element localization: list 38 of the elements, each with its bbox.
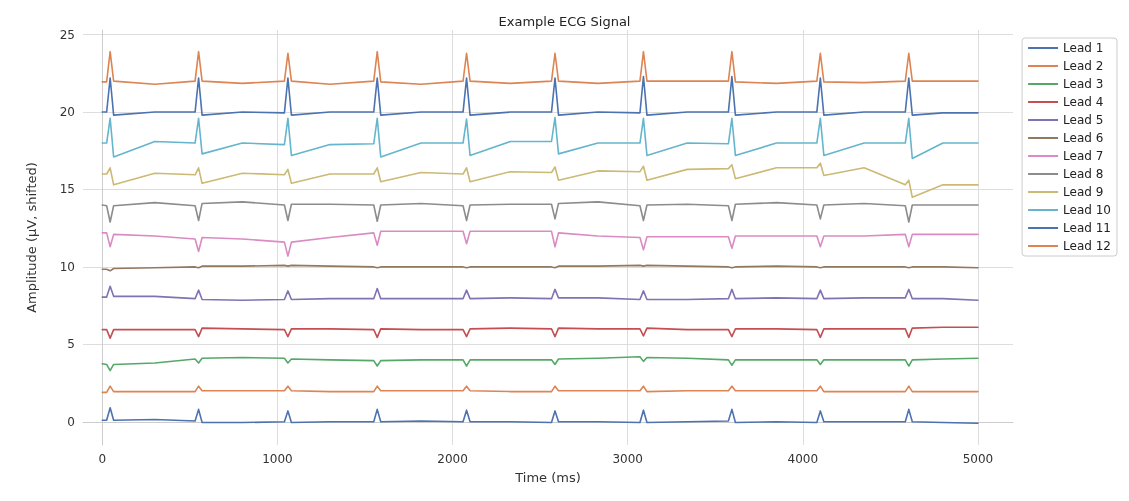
legend-label: Lead 1 bbox=[1063, 41, 1104, 55]
x-tick-label: 2000 bbox=[437, 452, 468, 466]
legend-label: Lead 12 bbox=[1063, 239, 1112, 253]
x-tick-label: 0 bbox=[98, 452, 107, 466]
legend-label: Lead 6 bbox=[1063, 131, 1104, 145]
line-series bbox=[101, 407, 979, 425]
legend-label: Lead 8 bbox=[1063, 167, 1104, 181]
legend-label: Lead 10 bbox=[1063, 203, 1112, 217]
y-tick-label: 20 bbox=[59, 105, 75, 120]
chart-title: Example ECG Signal bbox=[498, 14, 631, 29]
line-series bbox=[101, 326, 979, 339]
line-series bbox=[101, 385, 979, 394]
y-tick-label: 25 bbox=[59, 27, 75, 42]
line-series bbox=[101, 116, 979, 160]
line-series bbox=[101, 162, 979, 199]
y-tick-label: 5 bbox=[67, 337, 75, 352]
y-tick-label: 0 bbox=[67, 414, 75, 429]
legend-label: Lead 7 bbox=[1063, 149, 1104, 163]
line-series bbox=[101, 355, 979, 372]
x-tick-label: 4000 bbox=[787, 452, 819, 466]
line-series bbox=[101, 201, 979, 223]
line-series bbox=[101, 50, 979, 85]
line-series bbox=[101, 75, 979, 116]
legend-label: Lead 9 bbox=[1063, 185, 1104, 199]
y-tick-label: 15 bbox=[59, 182, 75, 197]
x-tick-label: 3000 bbox=[612, 452, 643, 466]
y-axis-title: Amplitude (µV, shifted) bbox=[24, 162, 39, 313]
legend-label: Lead 3 bbox=[1063, 77, 1104, 91]
x-tick-label: 1000 bbox=[262, 452, 293, 466]
legend-label: Lead 5 bbox=[1063, 113, 1104, 127]
legend-label: Lead 2 bbox=[1063, 59, 1104, 73]
x-axis-title: Time (ms) bbox=[514, 470, 581, 485]
y-tick-label: 10 bbox=[59, 259, 75, 274]
legend-label: Lead 4 bbox=[1063, 95, 1104, 109]
x-tick-label: 5000 bbox=[962, 452, 994, 466]
legend-label: Lead 11 bbox=[1063, 221, 1112, 235]
line-series bbox=[101, 230, 979, 257]
line-series bbox=[101, 285, 979, 302]
